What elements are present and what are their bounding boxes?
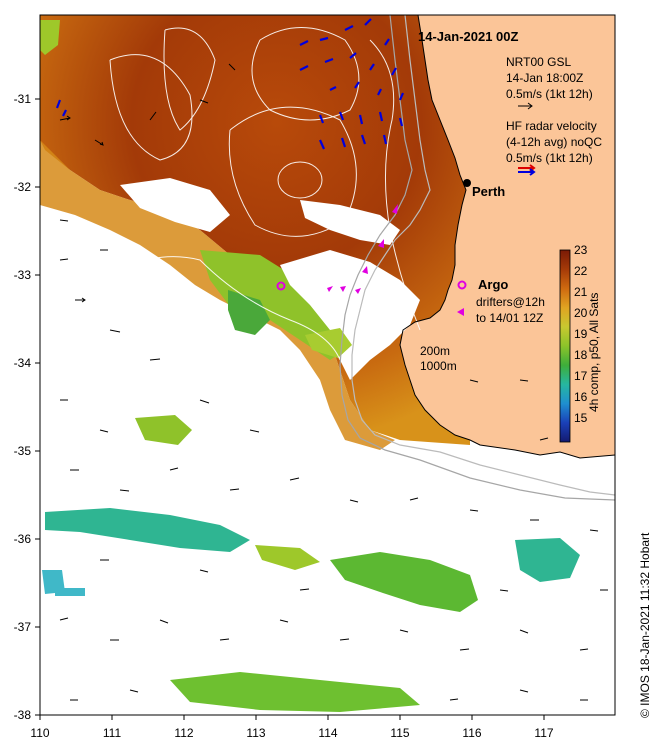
city-label: Perth	[472, 184, 505, 199]
x-tick-label: 110	[30, 726, 49, 740]
x-tick-label: 116	[462, 726, 481, 740]
axis-ticks	[35, 98, 545, 720]
y-tick-label: -31	[14, 92, 32, 106]
legend-gsl-line: NRT00 GSL	[506, 55, 571, 69]
isobath-1000m	[339, 15, 615, 501]
x-tick-label: 113	[246, 726, 265, 740]
isobath-label: 200m	[420, 344, 450, 358]
drifters-legend-line: to 14/01 12Z	[476, 311, 543, 325]
colorbar-tick-label: 16	[574, 390, 588, 404]
y-tick-label: -36	[14, 532, 32, 546]
gsl-velocity-arrows	[59, 63, 608, 701]
cloud-mask	[120, 178, 230, 232]
city-marker	[463, 179, 471, 187]
legend-gsl-arrow	[518, 102, 533, 110]
drifter-tracks	[276, 204, 398, 294]
colorbar-tick-label: 17	[574, 369, 588, 383]
colorbar-label: 4h comp, p50, All Sats	[587, 293, 601, 412]
colorbar	[559, 249, 571, 443]
y-tick-label: -35	[14, 444, 32, 458]
colorbar-tick-label: 20	[574, 306, 588, 320]
drifter-legend-icon	[457, 308, 464, 316]
x-tick-label: 117	[534, 726, 553, 740]
sst-cool-patch	[200, 250, 345, 360]
colorbar-tick-label: 15	[574, 411, 588, 425]
legend-hf-line: 0.5m/s (1kt 12h)	[506, 151, 593, 165]
cloud-mask	[300, 200, 400, 245]
sst-cool-patch	[330, 552, 478, 612]
colorbar-tick-label: 19	[574, 327, 588, 341]
y-tick-label: -33	[14, 268, 32, 282]
x-tick-label: 115	[390, 726, 409, 740]
sst-contours	[109, 27, 421, 361]
sst-cool-patch	[40, 20, 60, 55]
isobath-label: 1000m	[420, 359, 457, 373]
legend-gsl-line: 14-Jan 18:00Z	[506, 71, 583, 85]
x-tick-label: 114	[318, 726, 337, 740]
sst-cool-patch	[228, 290, 270, 335]
cloud-mask	[280, 250, 420, 380]
y-tick-label: -34	[14, 356, 32, 370]
sst-cool-patch	[170, 672, 420, 712]
credit-text: © IMOS 18-Jan-2021 11:32 Hobart	[638, 532, 652, 718]
colorbar-ticks: 23 22 21 20 19 18 17 16 15	[574, 243, 588, 425]
sst-cool-patch	[45, 508, 250, 552]
legend-hf-line: (4-12h avg) noQC	[506, 135, 602, 149]
sst-mid-region	[40, 140, 395, 450]
isobath-200m	[351, 15, 615, 496]
colorbar-tick-label: 18	[574, 348, 588, 362]
colorbar-tick-label: 22	[574, 264, 588, 278]
legend-hf-line: HF radar velocity	[506, 119, 597, 133]
hf-radar-vectors	[55, 18, 405, 150]
legend-hf-arrow	[518, 164, 536, 176]
sst-cool-patch	[55, 588, 85, 596]
y-tick-label: -37	[14, 620, 32, 634]
argo-legend-label: Argo	[478, 277, 508, 292]
drifters-legend-line: drifters@12h	[476, 295, 545, 309]
sst-cool-patch	[135, 415, 192, 445]
y-tick-label: -32	[14, 180, 32, 194]
sst-cool-patch	[515, 538, 580, 582]
x-tick-label: 111	[103, 726, 122, 740]
coastline	[399, 15, 615, 459]
map-title: 14-Jan-2021 00Z	[418, 29, 519, 44]
sst-cool-patch	[255, 545, 320, 570]
colorbar-tick-label: 23	[574, 243, 588, 257]
x-tick-label: 112	[174, 726, 193, 740]
colorbar-tick-label: 21	[574, 285, 588, 299]
argo-legend-icon	[457, 280, 467, 290]
y-tick-label: -38	[14, 708, 32, 722]
legend-gsl-line: 0.5m/s (1kt 12h)	[506, 87, 593, 101]
